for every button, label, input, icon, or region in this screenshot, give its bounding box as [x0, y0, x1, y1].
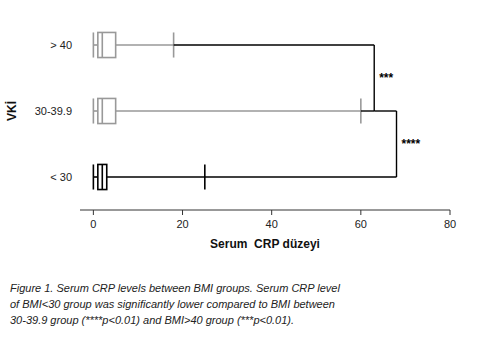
x-tick — [182, 210, 183, 215]
bracket-arm — [174, 44, 375, 45]
plot-area — [93, 32, 396, 189]
x-tick-label: 20 — [176, 218, 188, 230]
whisker — [116, 44, 174, 46]
bracket-bar — [374, 45, 375, 111]
caption: of BMI<30 group was significantly lower … — [10, 298, 335, 310]
x-tick — [450, 210, 451, 215]
median — [101, 164, 103, 189]
box — [98, 32, 116, 57]
significance-label: **** — [402, 137, 421, 151]
y-axis-label: VKİ — [4, 101, 19, 121]
median — [101, 32, 103, 57]
caption: Figure 1. Serum CRP levels between BMI g… — [10, 282, 340, 294]
box — [98, 164, 107, 189]
whisker-cap — [93, 164, 95, 189]
x-tick — [93, 210, 94, 215]
y-tick-label: 30-39.9 — [35, 105, 72, 117]
bracket-arm — [205, 176, 397, 177]
box-plot — [93, 98, 360, 123]
median — [101, 98, 103, 123]
x-tick-label: 60 — [355, 218, 367, 230]
y-tick-label: < 30 — [50, 171, 72, 183]
box-plot — [93, 164, 204, 189]
box-plot — [93, 32, 173, 57]
x-axis-line — [80, 210, 450, 211]
bracket-arm — [374, 110, 396, 111]
x-tick-label: 40 — [266, 218, 278, 230]
x-axis-label: Serum CRP düzeyi — [210, 237, 320, 251]
significance-label: *** — [379, 71, 393, 85]
box — [98, 98, 116, 123]
whisker — [107, 176, 205, 178]
y-tick-label: > 40 — [50, 39, 72, 51]
bracket-arm — [361, 110, 374, 111]
bracket-bar — [396, 111, 397, 177]
x-tick — [271, 210, 272, 215]
caption: 30-39.9 group (****p<0.01) and BMI>40 gr… — [10, 314, 294, 326]
x-tick-label: 0 — [90, 218, 96, 230]
whisker-cap — [93, 98, 95, 123]
x-tick — [360, 210, 361, 215]
whisker — [116, 110, 361, 112]
whisker-cap — [93, 32, 95, 57]
x-tick-label: 80 — [444, 218, 456, 230]
chart: 0 20 40 60 80 Serum CRP düzeyi > 40 30-39.9 < 30… — [0, 0, 494, 362]
